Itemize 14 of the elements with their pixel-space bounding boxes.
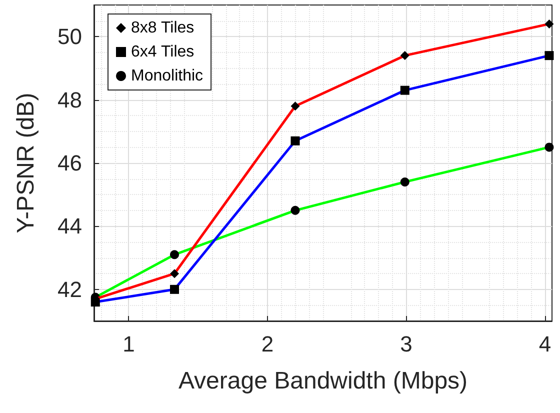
legend-label: Monolithic (131, 68, 204, 84)
legend-label: 6x4 Tiles (131, 44, 194, 60)
x-axis-title: Average Bandwidth (Mbps) (178, 368, 468, 394)
y-tick-label: 42 (58, 276, 82, 302)
x-tick-label: 4 (538, 332, 552, 356)
x-tick-label: 3 (400, 332, 412, 356)
legend-label: 8x8 Tiles (131, 20, 194, 36)
y-tick-label: 44 (58, 214, 82, 239)
y-tick-label: 50 (58, 24, 82, 50)
y-axis-title: Y-PSNR (dB) (12, 92, 40, 234)
x-tick-label: 1 (122, 332, 135, 356)
y-tick-label: 48 (58, 87, 82, 112)
y-tick-label: 46 (58, 150, 82, 176)
x-tick-label: 2 (261, 332, 274, 356)
